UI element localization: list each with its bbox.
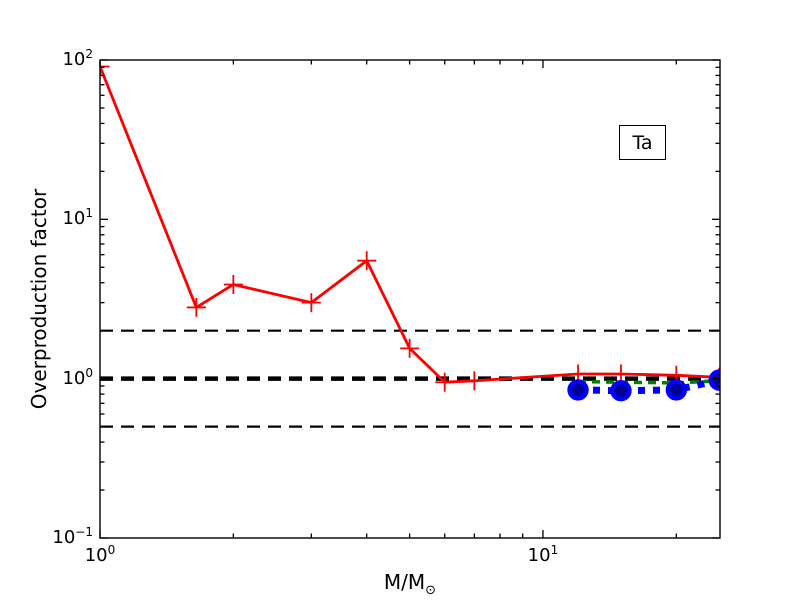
y-tick-label-100: 102 xyxy=(62,47,93,71)
x-axis-title-text: M/M xyxy=(383,570,426,594)
sun-symbol: ⊙ xyxy=(425,583,437,598)
x-axis-title: M/M⊙ xyxy=(383,570,436,597)
x-tick-label-10: 101 xyxy=(527,543,559,566)
y-axis-title: Overproduction factor xyxy=(27,188,51,410)
element-label-box: Ta xyxy=(619,125,666,160)
x-tick-label-1: 100 xyxy=(84,543,116,566)
element-label: Ta xyxy=(632,131,653,154)
y-tick-label-1: 100 xyxy=(62,365,93,389)
y-tick-label-10: 101 xyxy=(62,206,93,230)
y-tick-label-0p1: 10−1 xyxy=(52,525,93,549)
